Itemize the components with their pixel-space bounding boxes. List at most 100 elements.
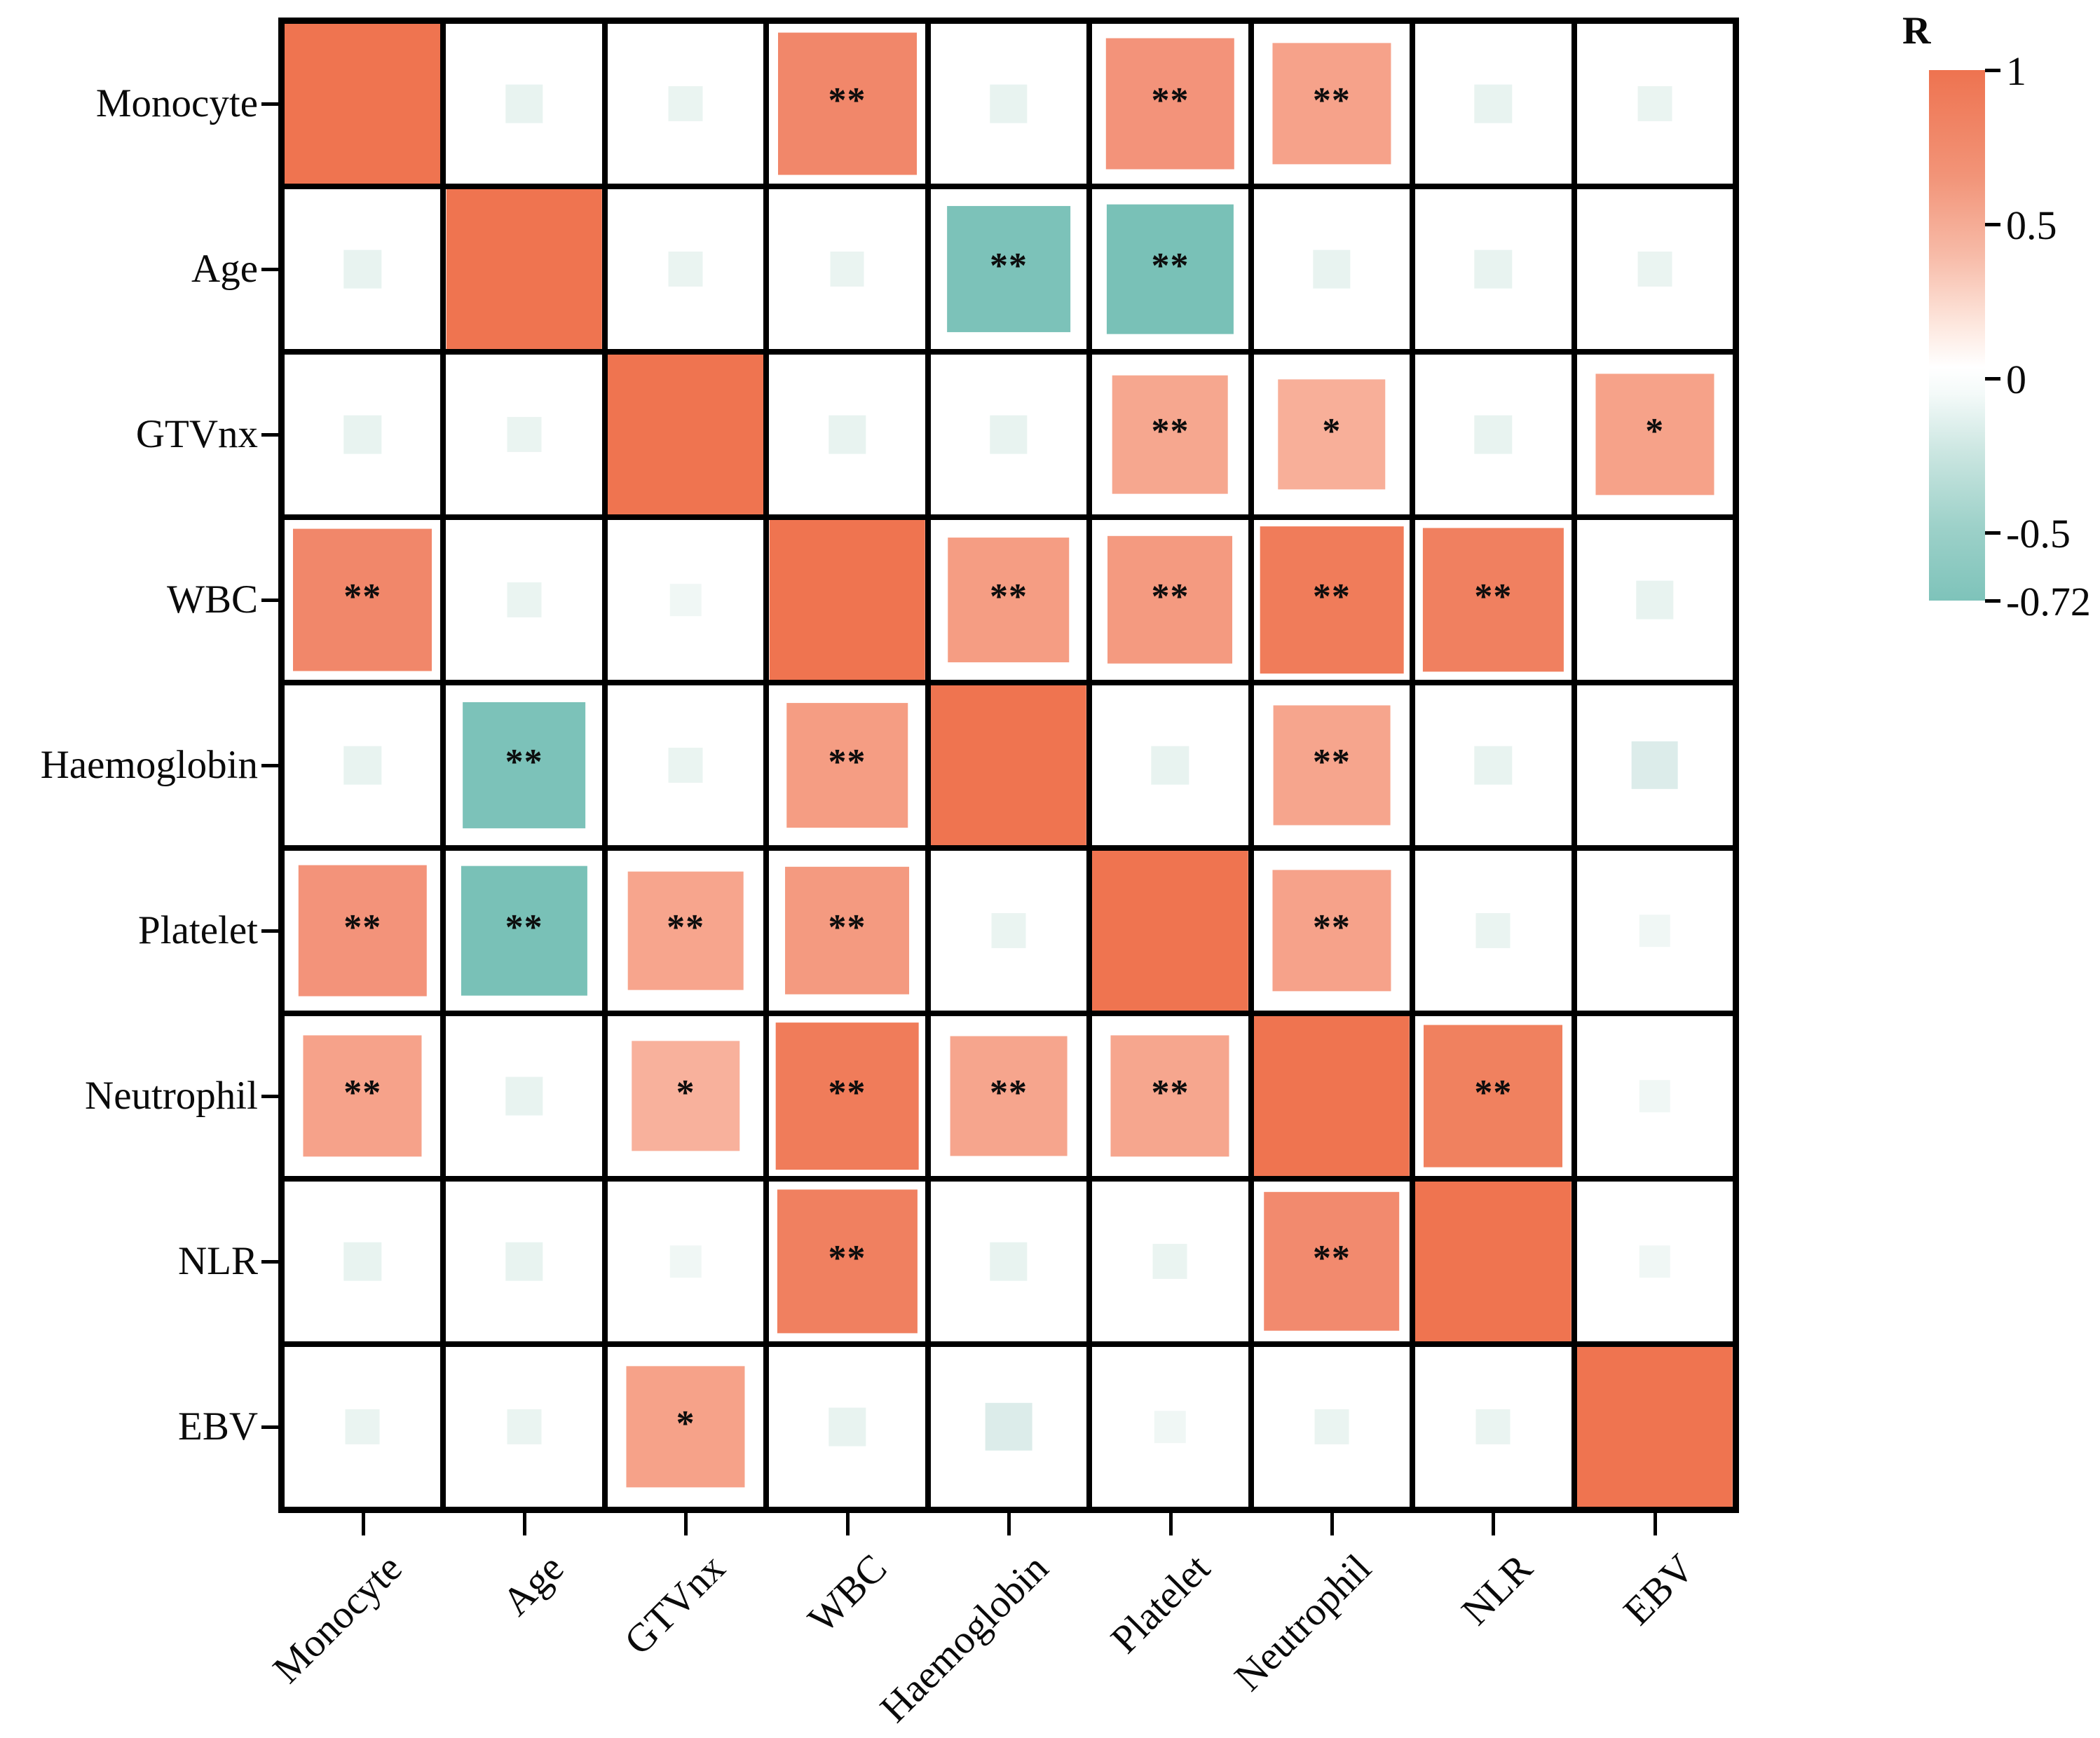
y-tick [261, 1260, 278, 1264]
colorbar-tick-label: 1 [2006, 48, 2026, 94]
matrix-cell [446, 189, 602, 349]
matrix-cell [1415, 1182, 1571, 1341]
colorbar-tick [1985, 223, 2000, 227]
correlation-square [461, 865, 587, 996]
x-axis-label: Haemoglobin [871, 1545, 1057, 1731]
correlation-square [505, 84, 543, 123]
y-tick [261, 1425, 278, 1429]
significance-marker: ** [505, 741, 543, 782]
significance-marker: ** [343, 907, 382, 947]
matrix-cell: ** [446, 685, 602, 845]
correlation-square [1639, 1080, 1671, 1112]
correlation-square [669, 1245, 702, 1278]
matrix-cell [930, 685, 1087, 845]
correlation-square [950, 1036, 1068, 1156]
matrix-cell [930, 24, 1087, 184]
significance-marker: ** [1312, 576, 1351, 617]
correlation-square [1637, 251, 1672, 287]
matrix-cell: ** [1092, 355, 1248, 514]
significance-marker: ** [989, 576, 1028, 617]
significance-marker: ** [828, 907, 866, 947]
matrix-cell [607, 24, 764, 184]
colorbar-tick-label: -0.72 [2006, 579, 2091, 624]
matrix-cell [607, 355, 764, 514]
significance-marker: ** [1312, 80, 1351, 121]
matrix-cell [1415, 685, 1571, 845]
matrix-cell [930, 1347, 1087, 1507]
matrix-cell [1415, 851, 1571, 1011]
matrix-cell [1253, 1347, 1410, 1507]
diagonal-square [446, 189, 602, 349]
correlation-square [1595, 374, 1714, 495]
matrix-cell [446, 1016, 602, 1176]
matrix-cell: ** [1253, 685, 1410, 845]
correlation-square [1107, 535, 1233, 664]
matrix-cell [930, 355, 1087, 514]
matrix-cell [769, 355, 925, 514]
matrix-cell: * [607, 1347, 764, 1507]
significance-marker: ** [1151, 1072, 1189, 1113]
matrix-cell [1415, 189, 1571, 349]
correlation-square [1107, 204, 1234, 334]
y-axis-label: GTVnx [135, 412, 258, 456]
matrix-cell [446, 355, 602, 514]
correlation-square [1423, 528, 1564, 672]
correlation-square [990, 84, 1028, 123]
matrix-cell: ** [1092, 24, 1248, 184]
matrix-cell: ** [769, 685, 925, 845]
matrix-cell: ** [1092, 1016, 1248, 1176]
colorbar [1929, 70, 1985, 601]
x-tick [1007, 1513, 1011, 1535]
correlation-square [632, 1041, 739, 1151]
correlation-square [1639, 1245, 1671, 1278]
correlation-square [1424, 1025, 1563, 1168]
matrix-cell: ** [1253, 520, 1410, 680]
correlation-square [1110, 1035, 1229, 1157]
colorbar-tick-label: -0.5 [2006, 511, 2071, 557]
matrix-cell [285, 189, 441, 349]
significance-marker: ** [1151, 411, 1189, 451]
matrix-cell [285, 355, 441, 514]
y-tick [261, 102, 278, 106]
matrix-cell [1092, 1182, 1248, 1341]
matrix-cell: ** [1415, 520, 1571, 680]
matrix-cell: ** [285, 1016, 441, 1176]
correlation-square [948, 538, 1070, 662]
matrix-cell [1253, 1016, 1410, 1176]
matrix-cell [1576, 1347, 1733, 1507]
correlation-square [1474, 84, 1513, 123]
significance-marker: ** [1312, 907, 1351, 947]
matrix-cell: ** [930, 520, 1087, 680]
matrix-cell: ** [607, 851, 764, 1011]
matrix-cell [1576, 520, 1733, 680]
matrix-cell: ** [930, 1016, 1087, 1176]
correlation-square [627, 871, 744, 990]
matrix-cell [446, 520, 602, 680]
correlation-square [985, 1402, 1032, 1451]
correlation-square [990, 1242, 1028, 1281]
correlation-square [777, 32, 917, 175]
correlation-square [1639, 915, 1671, 947]
x-tick [1492, 1513, 1496, 1535]
matrix-cell [769, 520, 925, 680]
significance-marker: ** [667, 907, 705, 947]
diagonal-square [285, 24, 441, 184]
correlation-square [1474, 746, 1513, 785]
matrix-cell [285, 24, 441, 184]
y-axis-label: Age [191, 247, 258, 291]
diagonal-square [769, 520, 925, 680]
matrix-cell: ** [285, 520, 441, 680]
matrix-cell [1092, 685, 1248, 845]
matrix-cell: ** [769, 24, 925, 184]
x-axis-label: Neutrophil [1226, 1545, 1380, 1700]
matrix-cell [769, 1347, 925, 1507]
correlation-square [668, 251, 703, 287]
matrix-cell: * [607, 1016, 764, 1176]
correlation-matrix: ** ** ** ** ** ** * * ** ** ** ** ** ** ** ** ** ** ** ** **… [278, 18, 1739, 1513]
significance-marker: ** [828, 80, 866, 121]
y-axis-label: Monocyte [95, 81, 258, 125]
x-axis-label: WBC [799, 1545, 896, 1642]
significance-marker: ** [828, 741, 866, 782]
correlation-square [343, 249, 381, 289]
correlation-square [462, 702, 586, 829]
